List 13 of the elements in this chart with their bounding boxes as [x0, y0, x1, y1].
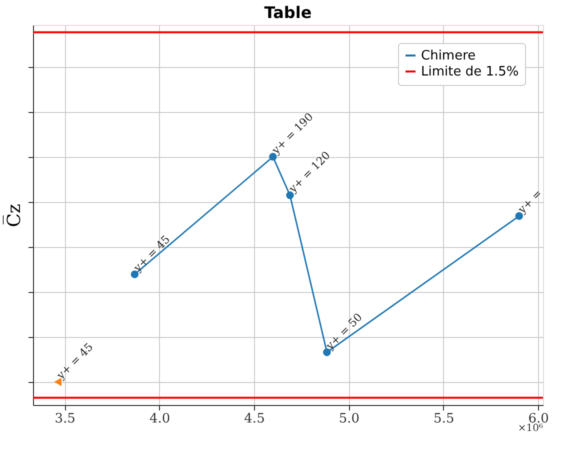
x-tick-label: 4.0	[149, 412, 170, 426]
x-tick-label: 5.0	[338, 412, 360, 426]
annotation: y+ =	[514, 186, 545, 217]
annotation: y+ = 45	[130, 232, 173, 276]
annotation: y+ = 45	[54, 340, 96, 383]
legend-label: Limite de 1.5%	[421, 64, 519, 80]
x-tick-label: 4.5	[244, 412, 265, 426]
legend-label: Chimere	[421, 48, 476, 64]
x-tick-label: 3.5	[54, 412, 76, 426]
annotation: y+ = 50	[322, 310, 365, 353]
x-tick-label: 5.5	[434, 412, 454, 426]
chart-title: Table	[264, 3, 312, 22]
y-axis-title: C̅z	[2, 204, 25, 228]
